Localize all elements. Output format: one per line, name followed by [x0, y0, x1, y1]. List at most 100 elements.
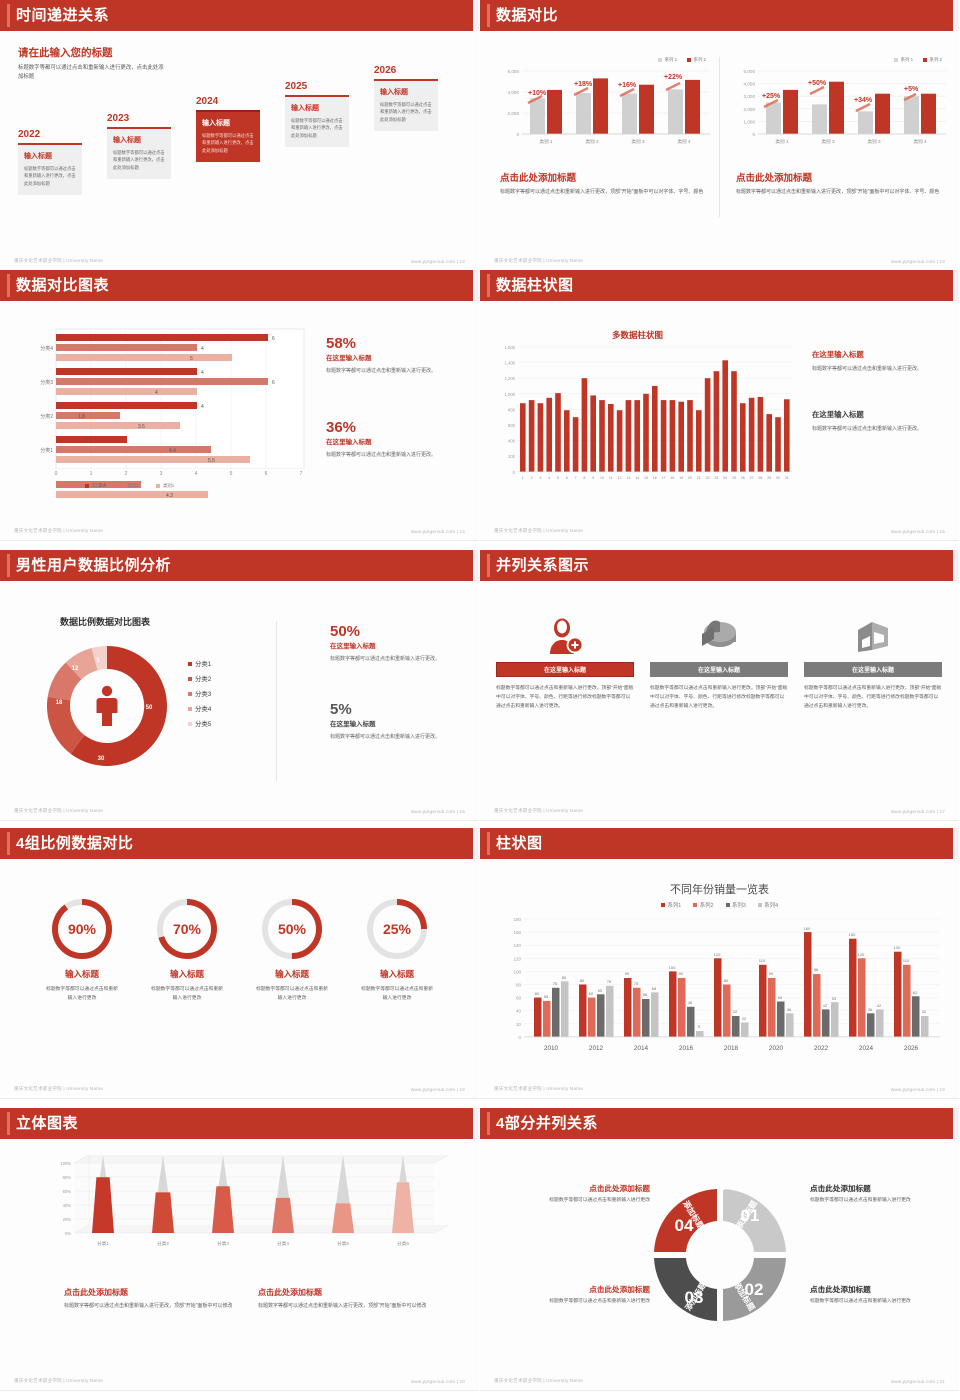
slide-13[interactable]: 数据对比 系列 1 系列 2: [480, 0, 960, 270]
svg-text:分类1: 分类1: [40, 447, 53, 454]
gauge-3[interactable]: 50% 输入标题 标题数字等都可以通过点击和重新输入进行更改: [240, 895, 344, 1003]
column-3[interactable]: 在这里输入标题 标题数字等都可以通过点击和重新输入进行更改，顶部“开始”面板中可…: [804, 615, 942, 711]
timeline-item-2023[interactable]: 2023 输入标题 标题数字等都可以通过点击和重新输入进行更改，点击此处添加标题: [107, 113, 171, 180]
header-accent-bar: [7, 832, 10, 855]
slide-12[interactable]: 时间递进关系 请在此输入您的标题 标题数字等都可以通过点击和重新输入进行更改，点…: [0, 0, 480, 270]
slide-header: 柱状图: [480, 828, 958, 859]
svg-text:75: 75: [553, 981, 558, 986]
gauge-desc: 标题数字等都可以通过点击和重新输入进行更改: [256, 987, 328, 1001]
gauge-value: 70%: [173, 921, 202, 937]
slide-body: 系列 1 系列 2 6,000 4,000 2,000 0: [480, 31, 959, 269]
x-axis-labels: 0 1 2 3 4 5 6 7: [55, 471, 303, 477]
column-label[interactable]: 在这里输入标题: [650, 662, 788, 677]
ring-number: 03: [685, 1288, 704, 1307]
svg-text:800: 800: [508, 407, 516, 412]
block-desc: 标题数字等都可以通过点击和重新输入进行更改。: [812, 426, 923, 432]
cone-3d-chart-svg[interactable]: 100% 80% 60% 40% 20% 0%: [14, 1153, 454, 1283]
timeline-card[interactable]: 输入标题 标题数字等都可以通过点击和重新输入进行更改，点击此处添加标题: [285, 95, 349, 148]
slide-body: 在这里输入标题 标题数字等都可以通过点击和重新输入进行更改，顶部“开始”面板中可…: [480, 581, 959, 820]
lead-title: 请在此输入您的标题: [18, 47, 113, 59]
cycle-ring-svg[interactable]: 01 02 03 04 添加标题 添加标题 添加标题 添加标题: [640, 1169, 800, 1341]
page-title: 男性用户数据比例分析: [16, 557, 172, 574]
footer-left: 重庆文化艺术职业学院 | University Name: [494, 528, 583, 533]
timeline-card[interactable]: 输入标题 标题数字等都可以通过点击和重新输入进行更改，点击此处添加标题: [196, 110, 260, 163]
timeline-item-2022[interactable]: 2022 输入标题 标题数字等都可以通过点击和重新输入进行更改，点击此处添加标题: [18, 129, 82, 196]
svg-text:分类3: 分类3: [40, 379, 53, 386]
column-label[interactable]: 在这里输入标题: [496, 662, 634, 677]
slide-18[interactable]: 4组比例数据对比 90% 输入标题 标题数字等都可以通过点击和重新输入进行更改 …: [0, 828, 480, 1108]
slide-header: 数据柱状图: [480, 270, 958, 301]
footer-right: www.pptgenius.com | 16: [410, 809, 465, 814]
svg-text:28: 28: [758, 476, 762, 480]
slide-19[interactable]: 柱状图 不同年份销量一览表 系列1 系列2 系列3 系列4 180 1: [480, 828, 960, 1108]
multi-bar-chart-svg[interactable]: 1,600 1,400 1,200 1,000 800 600 400 200 0: [492, 341, 797, 491]
stat-desc: 标题数字等都可以通过点击和重新输入进行更改。: [330, 656, 441, 662]
svg-text:2018: 2018: [724, 1045, 739, 1052]
page-title: 数据对比: [496, 7, 559, 24]
timeline-card[interactable]: 输入标题 标题数字等都可以通过点击和重新输入进行更改，点击此处添加标题: [374, 79, 438, 132]
cycle-text-2: 点击此处添加标题 标题数字等都可以通过点击和重新输入进行更改: [810, 1183, 959, 1206]
chart-right[interactable]: 系列 1 系列 2 5,000 4,000 3,000 2,000 1,000 0: [728, 57, 950, 197]
timeline-card-title: 输入标题: [291, 105, 319, 112]
timeline-card[interactable]: 输入标题 标题数字等都可以通过点击和重新输入进行更改，点击此处添加标题: [18, 143, 82, 196]
svg-text:68: 68: [652, 986, 657, 991]
slide-14[interactable]: 数据对比图表: [0, 270, 480, 550]
bar-chart-left-svg: 6,000 4,000 2,000 0: [508, 69, 710, 145]
timeline-item-2024[interactable]: 2024 输入标题 标题数字等都可以通过点击和重新输入进行更改，点击此处添加标题: [196, 96, 260, 163]
donut-chart-svg[interactable]: 50 30 18 12 5: [32, 631, 182, 781]
timeline-card-desc: 标题数字等都可以通过点击和重新输入进行更改，点击此处添加标题: [202, 133, 254, 153]
timeline-item-2026[interactable]: 2026 输入标题 标题数字等都可以通过点击和重新输入进行更改，点击此处添加标题: [374, 65, 438, 132]
svg-text:55: 55: [544, 994, 549, 999]
gauge-1[interactable]: 90% 输入标题 标题数字等都可以通过点击和重新输入进行更改: [30, 895, 134, 1003]
svg-text:110: 110: [759, 958, 766, 963]
slide-21[interactable]: 4部分并列关系 01 02 03 04: [480, 1108, 960, 1400]
svg-text:26: 26: [741, 476, 745, 480]
bar-chart-right-svg: 5,000 4,000 3,000 2,000 1,000 0: [744, 69, 946, 145]
header-right-gap: [473, 828, 479, 859]
column-desc: 标题数字等都可以通过点击和重新输入进行更改，顶部“开始”面板中可以对字体、字号、…: [496, 686, 634, 709]
slide-20[interactable]: 立体图表 100% 80% 60% 40% 20% 0%: [0, 1108, 480, 1400]
svg-text:2014: 2014: [634, 1045, 649, 1052]
gauge-2[interactable]: 70% 输入标题 标题数字等都可以通过点击和重新输入进行更改: [135, 895, 239, 1003]
legend-item: 系列3: [725, 901, 746, 909]
footer-left: 重庆文化艺术职业学院 | University Name: [494, 808, 583, 813]
gauge-value: 25%: [383, 921, 412, 937]
slide-body: 请在此输入您的标题 标题数字等都可以通过点击和重新输入进行更改，点击此处添加标题…: [0, 31, 479, 269]
chart-left[interactable]: 系列 1 系列 2 6,000 4,000 2,000 0: [492, 57, 714, 197]
svg-text:2012: 2012: [589, 1045, 604, 1052]
slide-17[interactable]: 并列关系图示 在这里输入标题: [480, 550, 960, 828]
ring-number: 01: [741, 1206, 760, 1225]
block-title: 点击此处添加标题: [589, 1285, 650, 1294]
chart-title: 不同年份销量一览表: [670, 884, 769, 896]
svg-text:96: 96: [814, 967, 819, 972]
header-accent-bar: [487, 4, 490, 27]
header-right-gap: [953, 550, 959, 581]
gauge-4[interactable]: 25% 输入标题 标题数字等都可以通过点击和重新输入进行更改: [345, 895, 449, 1003]
page-title: 时间递进关系: [16, 7, 110, 24]
slide-15[interactable]: 数据柱状图 多数据柱状图 1,600 1,400 1,200 1,000 800 60…: [480, 270, 960, 550]
timeline-item-2025[interactable]: 2025 输入标题 标题数字等都可以通过点击和重新输入进行更改，点击此处添加标题: [285, 81, 349, 148]
svg-text:36: 36: [787, 1007, 792, 1012]
column-2[interactable]: 在这里输入标题 标题数字等都可以通过点击和重新输入进行更改，顶部“开始”面板中可…: [650, 615, 788, 711]
timeline-card-title: 输入标题: [202, 120, 230, 127]
svg-text:2024: 2024: [859, 1045, 874, 1052]
svg-text:60: 60: [516, 996, 521, 1001]
footer-right: www.pptgenius.com | 13: [890, 259, 945, 264]
svg-text:11: 11: [609, 476, 613, 480]
block-desc: 标题数字等都可以通过点击和重新输入进行更改。: [812, 366, 923, 372]
slide-body: 90% 输入标题 标题数字等都可以通过点击和重新输入进行更改 70% 输入标题 …: [0, 859, 479, 1098]
timeline-year: 2023: [107, 113, 130, 124]
column-1[interactable]: 在这里输入标题 标题数字等都可以通过点击和重新输入进行更改，顶部“开始”面板中可…: [496, 615, 634, 711]
lead-block: 请在此输入您的标题 标题数字等都可以通过点击和重新输入进行更改，点击此处添加标题: [18, 45, 168, 82]
timeline-card[interactable]: 输入标题 标题数字等都可以通过点击和重新输入进行更改，点击此处添加标题: [107, 127, 171, 180]
svg-text:类别 1: 类别 1: [775, 138, 788, 145]
block-title: 点击此处添加标题: [589, 1184, 650, 1193]
footer-left: 重庆文化艺术职业学院 | University Name: [14, 808, 103, 813]
svg-text:1: 1: [522, 476, 524, 480]
slide-body: 01 02 03 04 添加标题 添加标题 添加标题 添加标题: [480, 1139, 959, 1390]
column-label[interactable]: 在这里输入标题: [804, 662, 942, 677]
svg-text:2,000: 2,000: [508, 111, 520, 116]
svg-text:2010: 2010: [544, 1045, 559, 1052]
slide-16[interactable]: 男性用户数据比例分析 数据比例数据对比图表 50 30 18 12: [0, 550, 480, 828]
